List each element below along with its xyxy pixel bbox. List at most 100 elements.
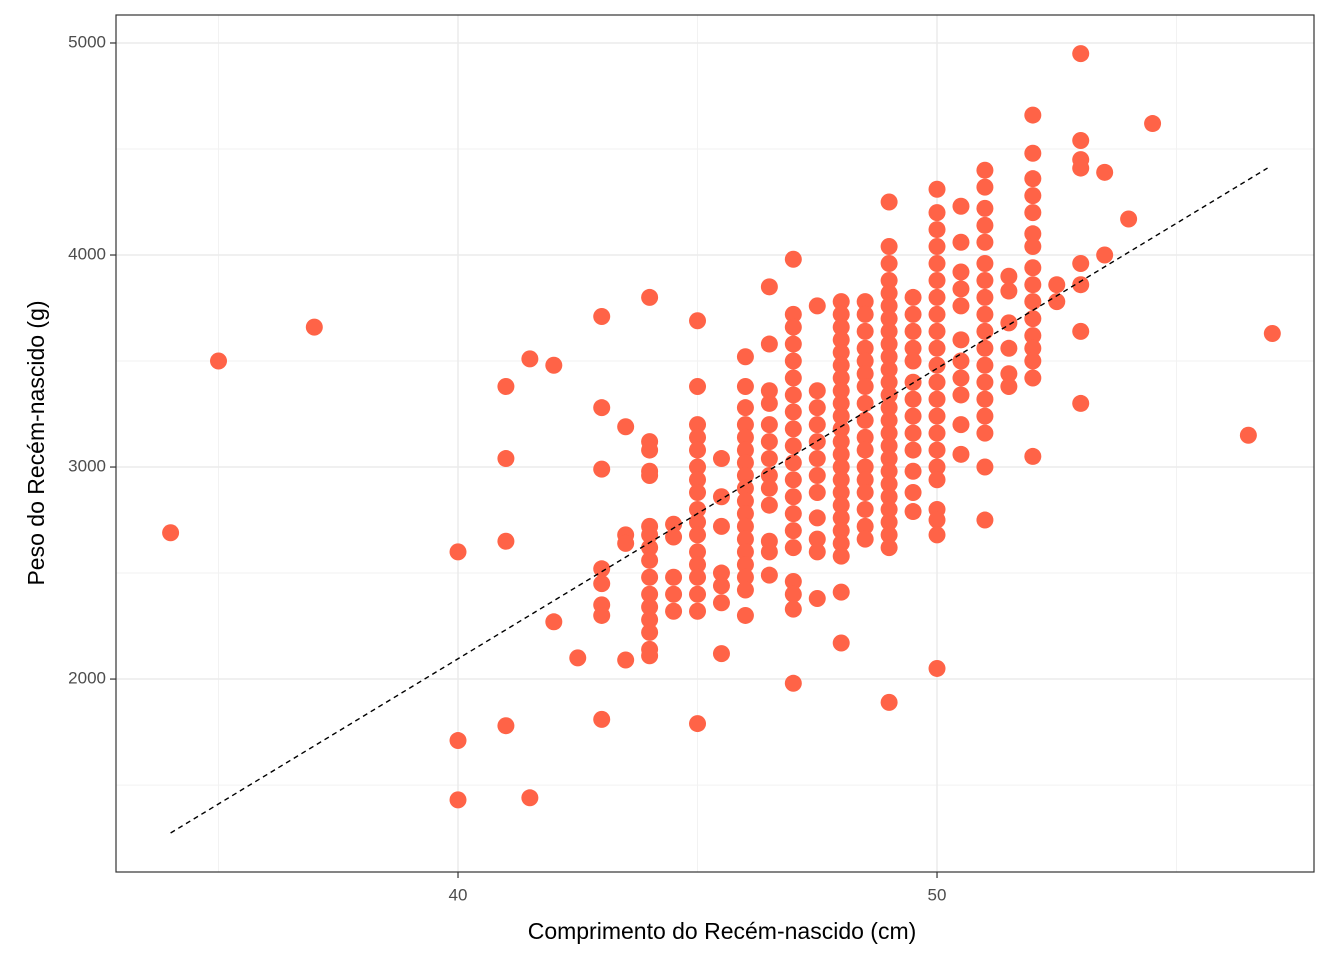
point [1024, 276, 1042, 294]
point [736, 467, 754, 485]
point [880, 238, 898, 256]
point [497, 450, 515, 468]
point [856, 322, 874, 340]
point [832, 471, 850, 489]
point [760, 335, 778, 353]
point [784, 305, 802, 323]
point [1000, 282, 1018, 300]
point [641, 611, 659, 629]
point [1072, 45, 1090, 63]
point [1000, 267, 1018, 285]
point [665, 515, 683, 533]
point [1024, 238, 1042, 256]
point [880, 386, 898, 404]
point [904, 407, 922, 425]
point [880, 411, 898, 429]
point [928, 390, 946, 408]
point [689, 526, 707, 544]
point [1072, 159, 1090, 177]
point [641, 526, 659, 544]
point [880, 361, 898, 379]
point [880, 693, 898, 711]
point [689, 312, 707, 330]
point [593, 560, 611, 578]
point [856, 517, 874, 535]
point [808, 543, 826, 561]
point [856, 483, 874, 501]
point [210, 352, 228, 370]
x-tick-label: 50 [928, 885, 947, 904]
point [808, 450, 826, 468]
point [976, 288, 994, 306]
point [712, 517, 730, 535]
point [665, 568, 683, 586]
point [976, 178, 994, 196]
point [1263, 324, 1281, 342]
point [952, 280, 970, 298]
point [880, 310, 898, 328]
point [832, 522, 850, 540]
point [784, 573, 802, 591]
point [856, 458, 874, 476]
point [784, 471, 802, 489]
point [1000, 339, 1018, 357]
point [808, 433, 826, 451]
point [952, 386, 970, 404]
y-tick-label: 2000 [68, 669, 106, 688]
point [976, 339, 994, 357]
point [521, 350, 539, 368]
point [952, 263, 970, 281]
point [689, 377, 707, 395]
point [928, 322, 946, 340]
point [904, 462, 922, 480]
point [832, 534, 850, 552]
x-tick-label: 40 [449, 885, 468, 904]
point [736, 606, 754, 624]
point [760, 496, 778, 514]
point [760, 543, 778, 561]
point [904, 322, 922, 340]
point [952, 331, 970, 349]
point [808, 467, 826, 485]
point [1024, 204, 1042, 222]
point [736, 399, 754, 417]
point [976, 424, 994, 442]
point [449, 543, 467, 561]
point [1096, 163, 1114, 181]
point [736, 530, 754, 548]
point [928, 254, 946, 272]
point [976, 199, 994, 217]
point [736, 441, 754, 459]
point [641, 288, 659, 306]
point [593, 575, 611, 593]
point [760, 467, 778, 485]
point [880, 348, 898, 366]
point [784, 437, 802, 455]
y-tick-label: 5000 [68, 32, 106, 51]
point [665, 528, 683, 546]
point [1024, 447, 1042, 465]
point [617, 418, 635, 436]
point [832, 420, 850, 438]
point [904, 503, 922, 521]
point [1024, 144, 1042, 162]
point [880, 475, 898, 493]
point [736, 416, 754, 434]
point [665, 602, 683, 620]
point [856, 471, 874, 489]
point [641, 598, 659, 616]
y-tick-label: 4000 [68, 244, 106, 263]
point [832, 382, 850, 400]
point [976, 161, 994, 179]
point [880, 193, 898, 211]
point [712, 488, 730, 506]
point [760, 433, 778, 451]
point [1072, 132, 1090, 150]
point [880, 271, 898, 289]
point [593, 399, 611, 417]
x-axis-title: Comprimento do Recém-nascido (cm) [528, 918, 917, 944]
point [856, 394, 874, 412]
point [976, 216, 994, 234]
point [784, 369, 802, 387]
